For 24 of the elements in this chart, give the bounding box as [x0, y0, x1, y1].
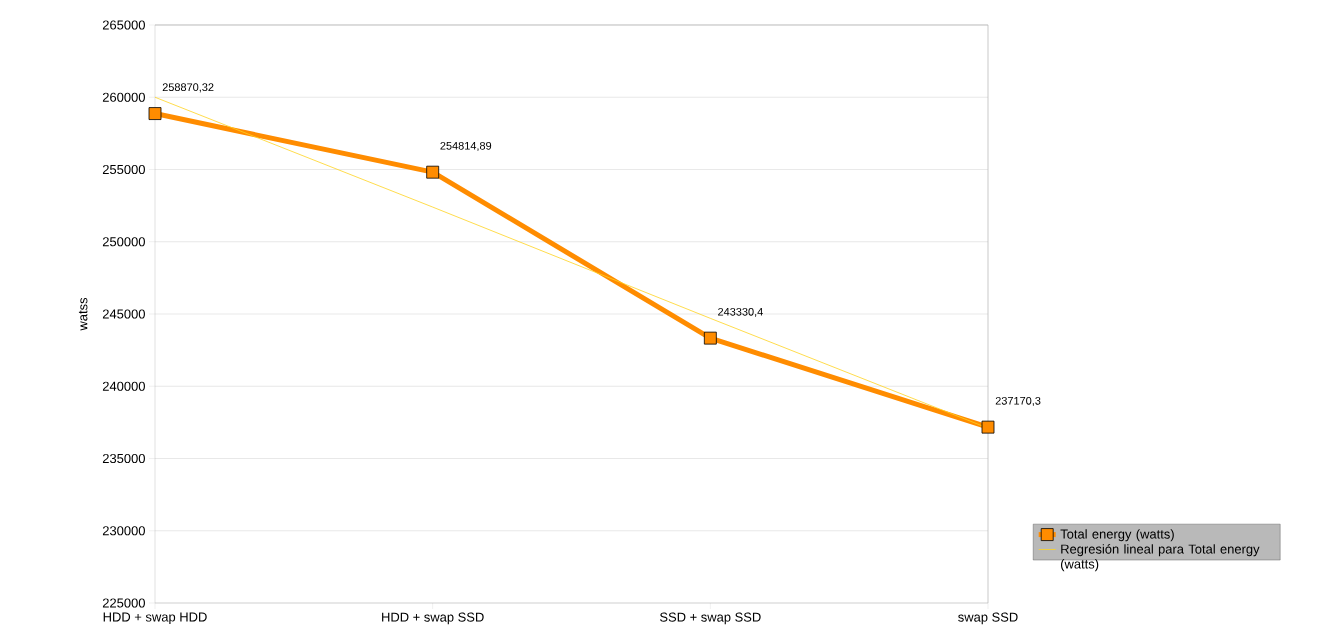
- data-label: 243330,4: [718, 307, 763, 317]
- x-tick-label: HDD + swap SSD: [382, 612, 484, 625]
- x-tick-label: swap SSD: [958, 612, 1018, 625]
- y-tick-label: 225000: [102, 598, 145, 608]
- y-tick-label: 265000: [102, 20, 145, 30]
- y-tick-label: 250000: [102, 237, 145, 247]
- legend-label: Regresión lineal para Total energy (watts): [1060, 544, 1260, 572]
- data-label: 237170,3: [995, 396, 1041, 406]
- y-tick-label: 240000: [102, 381, 145, 391]
- data-label: 254814,89: [440, 141, 492, 151]
- x-tick-label: SSD + swap SSD: [660, 612, 761, 625]
- y-tick-label: 245000: [102, 309, 145, 319]
- point: [703, 331, 717, 345]
- y-tick-label: 255000: [102, 164, 145, 175]
- point: [148, 107, 162, 120]
- point: [981, 420, 995, 434]
- y-tick-label: 230000: [102, 526, 145, 536]
- data-label: 258870,32: [162, 83, 214, 93]
- legend-label: Total energy (watts): [1060, 529, 1174, 542]
- x-tick-label: HDD + swap HDD: [103, 612, 207, 625]
- y-axis-title: watss: [78, 297, 88, 331]
- y-tick-label: 235000: [102, 453, 145, 464]
- point: [426, 165, 440, 179]
- y-tick-label: 260000: [102, 92, 145, 102]
